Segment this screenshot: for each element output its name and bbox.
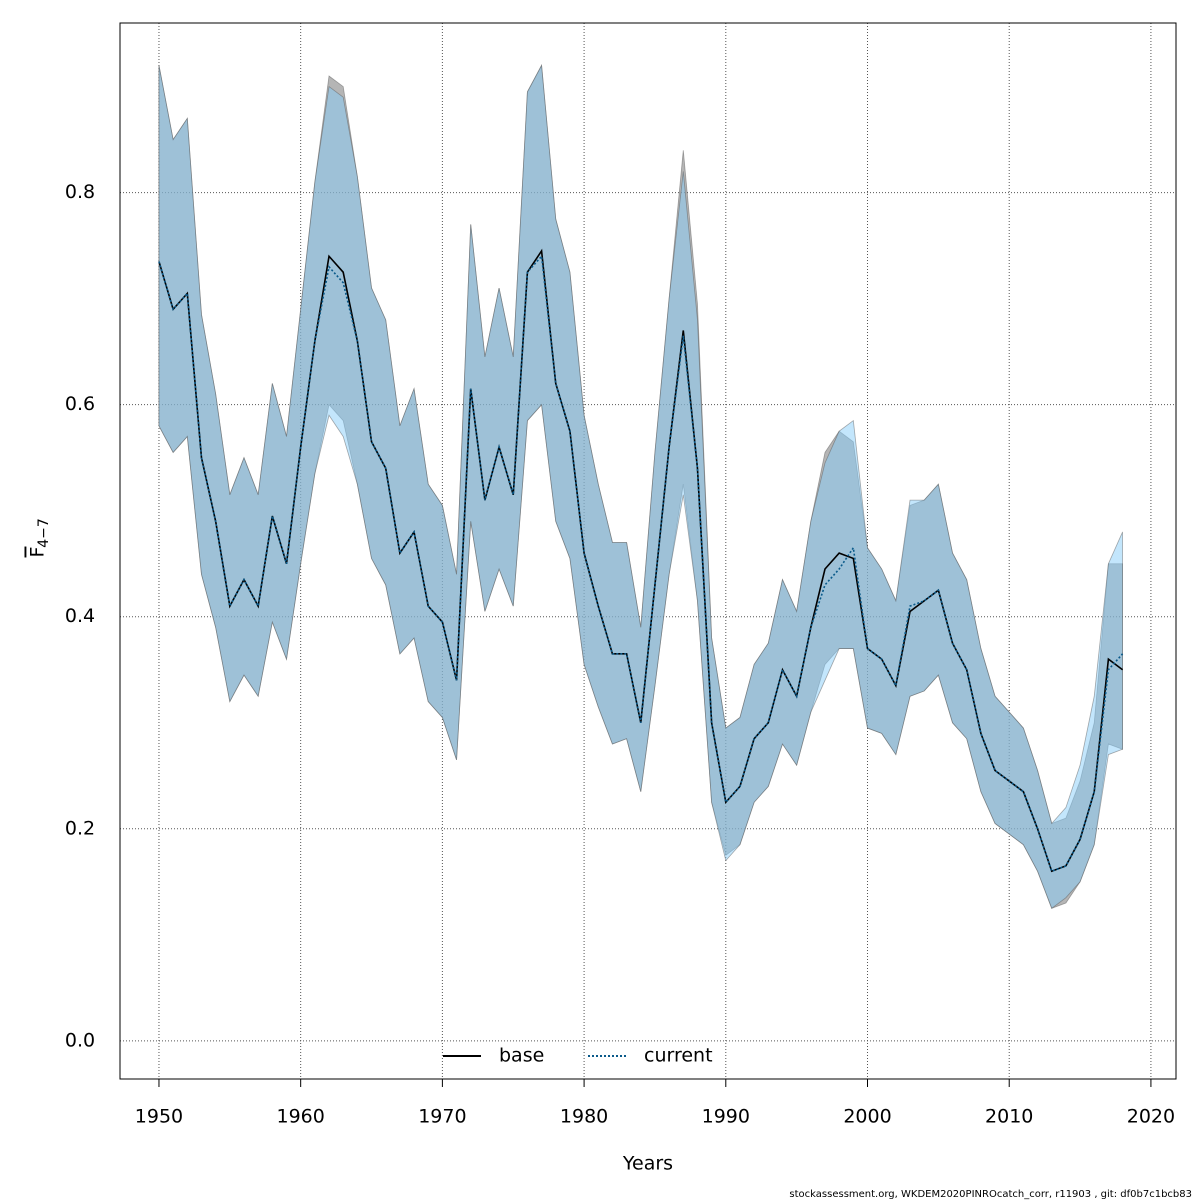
line — [158, 254, 1124, 873]
footer: stockassessment.org, WKDEM2020PINROcatch… — [789, 1189, 1192, 1200]
y-tick-label: 0.2 — [65, 817, 95, 839]
x-tick-label: 2000 — [843, 1106, 891, 1128]
x-tick-label: 2020 — [1127, 1106, 1175, 1128]
y-axis-label: F 4−7 — [27, 518, 53, 557]
x-tick-label: 1970 — [418, 1106, 466, 1128]
legend-label: current — [644, 1045, 713, 1067]
ci-band — [158, 64, 1123, 909]
x-axis-label: Years — [622, 1153, 673, 1175]
y-tick-label: 0.6 — [65, 393, 95, 415]
legend-label: base — [499, 1045, 544, 1067]
x-tick-label: 2010 — [985, 1106, 1033, 1128]
y-tick-label: 0.8 — [65, 181, 95, 203]
y-label-sub: 4−7 — [36, 518, 52, 548]
y-tick-label: 0.4 — [65, 605, 95, 627]
x-tick-label: 1960 — [276, 1106, 324, 1128]
y-label-main: F — [27, 547, 49, 558]
x-tick-label: 1980 — [560, 1106, 608, 1128]
x-tick-label: 1990 — [702, 1106, 750, 1128]
x-tick-label: 1950 — [135, 1106, 183, 1128]
y-tick-label: 0.0 — [65, 1029, 95, 1051]
plot-frame — [119, 22, 1177, 1080]
